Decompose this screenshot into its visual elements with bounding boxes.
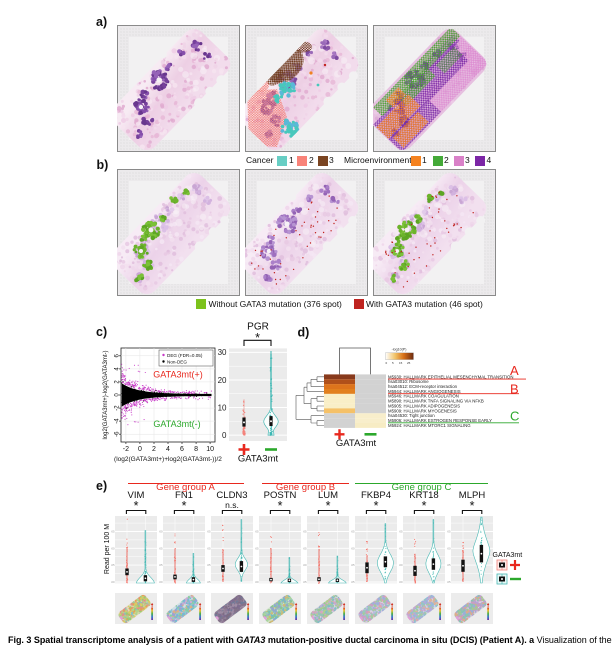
svg-text:6e+05: 6e+05	[159, 546, 163, 550]
svg-text:M5924: HALLMARK MTORC1 SIGNALI: M5924: HALLMARK MTORC1 SIGNALING	[388, 423, 471, 428]
svg-text:A: A	[510, 363, 519, 378]
svg-text:15: 15	[399, 361, 403, 365]
svg-text:4: 4	[166, 446, 170, 453]
svg-text:d): d)	[298, 326, 310, 340]
svg-text:(log2(GATA3mt+)+log2(GATA3mt-): (log2(GATA3mt+)+log2(GATA3mt-))/2	[114, 456, 222, 463]
svg-text:6e+05: 6e+05	[207, 546, 211, 550]
svg-text:25: 25	[407, 361, 411, 365]
svg-text:4: 4	[115, 367, 121, 371]
svg-text:GATA3mt: GATA3mt	[336, 438, 377, 449]
svg-text:6: 6	[115, 353, 121, 357]
svg-text:-4: -4	[115, 418, 121, 424]
svg-text:2e+05: 2e+05	[207, 530, 211, 534]
svg-text:DEG (FDR=0.05): DEG (FDR=0.05)	[167, 353, 203, 358]
svg-text:M5906: HALLMARK ESTROGEN RESPO: M5906: HALLMARK ESTROGEN RESPONSE EARLY	[388, 418, 492, 423]
svg-text:6e+05: 6e+05	[207, 563, 211, 567]
svg-text:M5944: HALLMARK ANGIOGENESIS: M5944: HALLMARK ANGIOGENESIS	[388, 389, 461, 394]
svg-text:30: 30	[218, 348, 227, 357]
svg-text:log2(GATA3mt+)-log2(GATA3mt-): log2(GATA3mt+)-log2(GATA3mt-)	[103, 350, 109, 439]
svg-text:hsa04512: ECM-receptor interac: hsa04512: ECM-receptor interaction	[388, 384, 458, 389]
svg-text:M5909: HALLMARK MYOGENESIS: M5909: HALLMARK MYOGENESIS	[388, 408, 457, 413]
svg-text:-2: -2	[123, 446, 129, 453]
svg-text:0e+00: 0e+00	[255, 580, 259, 584]
svg-text:2: 2	[152, 446, 156, 453]
svg-text:10: 10	[206, 446, 214, 453]
svg-text:Non-DEG: Non-DEG	[167, 360, 187, 365]
svg-text:0e+00: 0e+00	[111, 546, 115, 550]
svg-text:0e+00: 0e+00	[159, 530, 163, 534]
svg-text:C: C	[510, 408, 519, 423]
svg-text:2e+05: 2e+05	[111, 530, 115, 534]
svg-text:6e+05: 6e+05	[207, 580, 211, 584]
svg-text:-2: -2	[115, 405, 121, 411]
svg-text:PGR: PGR	[247, 322, 269, 333]
svg-text:4e+05: 4e+05	[159, 563, 163, 567]
svg-text:B: B	[510, 381, 519, 396]
svg-text:0e+00: 0e+00	[303, 563, 307, 567]
svg-text:2: 2	[115, 380, 121, 384]
svg-text:GATA3mt(-): GATA3mt(-)	[153, 419, 200, 429]
svg-text:M5946: HALLMARK COAGULATION: M5946: HALLMARK COAGULATION	[388, 394, 459, 399]
svg-text:-6: -6	[115, 431, 121, 437]
svg-text:0: 0	[115, 393, 121, 397]
svg-text:*: *	[255, 331, 260, 345]
svg-text:8: 8	[194, 446, 198, 453]
svg-text:2e+05: 2e+05	[111, 563, 115, 567]
svg-text:2e+05: 2e+05	[255, 530, 259, 534]
svg-text:0: 0	[138, 446, 142, 453]
svg-text:0: 0	[222, 431, 227, 440]
svg-text:10: 10	[218, 403, 227, 412]
svg-text:hsa03010: Ribosome: hsa03010: Ribosome	[388, 379, 429, 384]
svg-text:GATA3mt: GATA3mt	[238, 454, 279, 465]
svg-text:0e+00: 0e+00	[111, 580, 115, 584]
svg-text:0e+00: 0e+00	[255, 563, 259, 567]
svg-text:0e+00: 0e+00	[159, 580, 163, 584]
svg-text:M5890: HALLMARK TNFA SIGNALING: M5890: HALLMARK TNFA SIGNALING VIA NFKB	[388, 399, 484, 404]
svg-text:M5905: HALLMARK ADIPOGENESIS: M5905: HALLMARK ADIPOGENESIS	[388, 403, 460, 408]
svg-text:20: 20	[218, 376, 227, 385]
svg-text:5: 5	[392, 361, 394, 365]
svg-text:hsa04530: Tight junction: hsa04530: Tight junction	[388, 413, 435, 418]
svg-text:6e+05: 6e+05	[303, 580, 307, 584]
svg-text:GATA3mt(+): GATA3mt(+)	[153, 370, 202, 380]
svg-text:2e+05: 2e+05	[303, 530, 307, 534]
svg-text:0: 0	[386, 361, 388, 365]
svg-text:2e+05: 2e+05	[303, 546, 307, 550]
svg-text:6e+05: 6e+05	[255, 546, 259, 550]
svg-text:-log10(P): -log10(P)	[392, 348, 407, 352]
svg-text:6: 6	[180, 446, 184, 453]
svg-text:M5930: HALLMARK EPITHELIAL MES: M5930: HALLMARK EPITHELIAL MESENCHYMAL T…	[388, 374, 513, 379]
